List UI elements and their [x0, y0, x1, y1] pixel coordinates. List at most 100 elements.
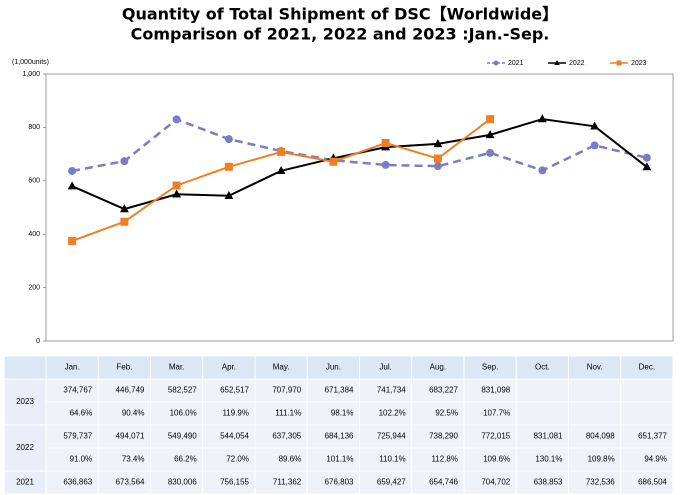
- value-label: 673,564: [116, 478, 145, 487]
- value-label: 741,734: [377, 386, 406, 395]
- marker: [590, 141, 599, 150]
- yoy-label: 111.1%: [275, 409, 301, 418]
- value-label: 686,504: [638, 478, 667, 487]
- marker: [68, 236, 77, 245]
- value-label: 772,015: [481, 432, 510, 441]
- row-label: 2021: [16, 478, 34, 487]
- value-label: 549,490: [168, 432, 197, 441]
- x-tick-label: Dec.: [639, 363, 655, 372]
- marker: [642, 153, 651, 162]
- yoy-label: 102.2%: [379, 409, 406, 418]
- table-cell: [620, 378, 674, 403]
- table-cell: [620, 470, 674, 495]
- marker: [554, 60, 560, 65]
- x-tick-label: Feb.: [116, 363, 132, 372]
- value-label: 830,006: [168, 478, 197, 487]
- y-tick-label: 200: [28, 284, 40, 291]
- year-cell: [3, 424, 47, 472]
- chart-subtitle: Comparison of 2021, 2022 and 2023 :Jan.-…: [131, 25, 550, 44]
- y-tick-label: 800: [28, 124, 40, 131]
- marker: [433, 139, 443, 148]
- value-label: 671,384: [325, 386, 354, 395]
- x-tick-label: Jan.: [65, 363, 80, 372]
- table-cell: [568, 401, 622, 426]
- value-label: 707,970: [272, 386, 301, 395]
- value-label: 659,427: [377, 478, 406, 487]
- series-line: [71, 117, 648, 173]
- marker: [67, 181, 77, 190]
- marker: [224, 135, 233, 144]
- table-cell: [620, 401, 674, 426]
- value-label: 831,098: [481, 386, 510, 395]
- yoy-label: 109.8%: [588, 455, 615, 464]
- yoy-label: 112.8%: [431, 455, 458, 464]
- marker: [616, 60, 622, 66]
- marker: [537, 114, 547, 123]
- value-label: 638,853: [534, 478, 563, 487]
- value-label: 374,767: [63, 386, 92, 395]
- x-tick-label: Aug.: [430, 363, 446, 372]
- marker: [68, 166, 77, 175]
- table-cell: [515, 378, 569, 403]
- marker: [381, 138, 390, 147]
- value-label: 654,746: [429, 478, 458, 487]
- value-label: 738,290: [429, 432, 458, 441]
- table-cell: [568, 378, 622, 403]
- yoy-label: 119.9%: [222, 409, 249, 418]
- marker: [120, 157, 129, 166]
- legend-label: 2022: [569, 60, 585, 67]
- marker: [329, 157, 338, 166]
- value-label: 651,377: [638, 432, 667, 441]
- value-label: 831,081: [534, 432, 563, 441]
- marker: [224, 190, 234, 199]
- value-label: 711,362: [273, 478, 302, 487]
- value-label: 683,227: [429, 386, 458, 395]
- y-tick-label: 400: [28, 231, 40, 238]
- value-label: 804,098: [586, 432, 615, 441]
- x-tick-label: Sep.: [482, 363, 498, 372]
- x-tick-label: Mar.: [169, 363, 185, 372]
- value-label: 756,155: [220, 478, 249, 487]
- yoy-label: 72.0%: [226, 455, 249, 464]
- value-label: 636,863: [63, 478, 92, 487]
- value-label: 652,517: [220, 386, 249, 395]
- marker: [590, 121, 600, 130]
- yoy-label: 90.4%: [122, 409, 145, 418]
- year-cell: [3, 378, 47, 426]
- value-label: 544,054: [220, 432, 249, 441]
- marker: [277, 147, 286, 156]
- yoy-label: 64.6%: [70, 409, 93, 418]
- value-label: 684,136: [325, 432, 354, 441]
- x-tick-label: Nov.: [587, 363, 603, 372]
- value-label: 704,702: [481, 478, 510, 487]
- marker: [433, 162, 442, 171]
- marker: [486, 115, 495, 124]
- series-line: [71, 118, 491, 242]
- x-tick-label: Apr.: [222, 363, 236, 372]
- yoy-label: 107.7%: [483, 409, 510, 418]
- x-tick-label: Jun.: [326, 363, 341, 372]
- marker: [493, 60, 499, 66]
- yoy-label: 91.0%: [70, 455, 93, 464]
- yoy-label: 89.6%: [279, 455, 302, 464]
- marker: [433, 154, 442, 163]
- x-tick-label: Oct.: [535, 363, 550, 372]
- value-label: 582,527: [168, 386, 197, 395]
- yoy-label: 130.1%: [535, 455, 562, 464]
- marker: [172, 181, 181, 190]
- yoy-label: 109.6%: [483, 455, 510, 464]
- value-label: 732,536: [586, 478, 615, 487]
- value-label: 579,737: [63, 432, 92, 441]
- value-label: 494,071: [116, 432, 145, 441]
- yoy-label: 110.1%: [379, 455, 406, 464]
- y-unit-label: (1,000units): [12, 59, 49, 66]
- marker: [485, 130, 495, 139]
- value-label: 637,305: [272, 432, 301, 441]
- plot-area: [45, 73, 674, 342]
- y-tick-label: 600: [28, 178, 40, 185]
- marker: [276, 166, 286, 175]
- marker: [381, 160, 390, 169]
- value-label: 725,944: [377, 432, 406, 441]
- y-tick-label: 0: [36, 338, 40, 345]
